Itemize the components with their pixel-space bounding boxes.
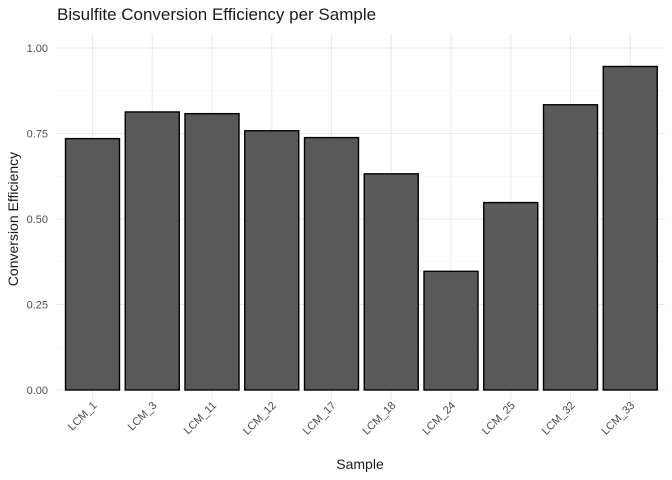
y-tick-label: 0.25 [27, 300, 48, 312]
bar-lcm-3 [124, 111, 180, 391]
y-tick-label: 0.75 [27, 129, 48, 141]
chart-title: Bisulfite Conversion Efficiency per Samp… [57, 5, 376, 24]
bar-lcm-24 [423, 270, 479, 391]
y-axis-ticks: 0.00 0.25 0.50 0.75 1.00 [27, 43, 48, 397]
bar-lcm-33 [602, 65, 658, 391]
y-tick-label: 0.00 [27, 385, 48, 397]
bar-lcm-18 [363, 173, 419, 391]
y-axis-title: Conversion Efficiency [5, 152, 21, 286]
y-tick-label: 0.50 [27, 214, 48, 226]
bar-lcm-12 [244, 130, 300, 391]
bar-lcm-17 [303, 136, 360, 391]
bar-lcm-11 [184, 112, 240, 391]
x-axis-title: Sample [336, 456, 384, 472]
bar-lcm-25 [483, 201, 539, 391]
bar-lcm-32 [542, 104, 599, 391]
y-tick-label: 1.00 [27, 43, 48, 55]
bars [64, 65, 658, 391]
bar-lcm-1 [64, 137, 121, 391]
